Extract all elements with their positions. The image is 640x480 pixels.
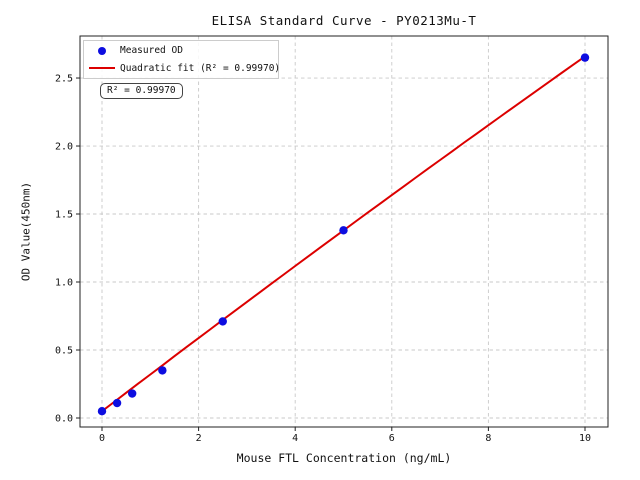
y-tick-label: 1.0	[55, 278, 73, 289]
axes-spines	[79, 35, 609, 428]
legend-marker-cell	[84, 67, 120, 70]
r-squared-annotation: R² = 0.99970	[100, 83, 183, 99]
legend-item-label: Quadratic fit (R² = 0.99970)	[120, 62, 281, 74]
scatter-marker-icon	[98, 46, 106, 55]
x-tick-label: 6	[389, 433, 395, 444]
y-tick-label: 1.5	[55, 210, 73, 221]
y-tick-label: 2.5	[55, 74, 73, 85]
measured-od-point	[218, 317, 227, 326]
measured-od-point	[127, 389, 137, 398]
legend-item-quadratic-fit: Quadratic fit (R² = 0.99970)	[84, 60, 281, 76]
y-tick-label: 2.0	[55, 142, 73, 153]
legend-marker-cell	[84, 46, 120, 55]
x-tick-label: 0	[99, 433, 105, 444]
legend-item-measured-od: Measured OD	[84, 43, 278, 59]
measured-od-point	[158, 366, 167, 375]
line-marker-icon	[89, 67, 115, 70]
x-tick-label: 8	[485, 433, 491, 444]
x-tick-label: 2	[196, 433, 202, 444]
legend-item-label: Measured OD	[120, 45, 183, 57]
x-axis-label: Mouse FTL Concentration (ng/mL)	[236, 451, 452, 465]
chart-title: ELISA Standard Curve - PY0213Mu-T	[211, 13, 477, 28]
measured-od-point	[339, 226, 348, 235]
y-tick-label: 0.0	[55, 413, 73, 424]
measured-od-point	[580, 53, 590, 62]
y-tick-label: 0.5	[55, 346, 73, 357]
measured-od-point	[97, 406, 107, 416]
y-axis-label: OD Value(450nm)	[19, 181, 33, 282]
legend: Measured OD Quadratic fit (R² = 0.99970)	[83, 40, 281, 79]
measured-od-point	[112, 398, 122, 408]
x-tick-label: 10	[579, 433, 591, 444]
x-tick-label: 4	[292, 433, 298, 444]
